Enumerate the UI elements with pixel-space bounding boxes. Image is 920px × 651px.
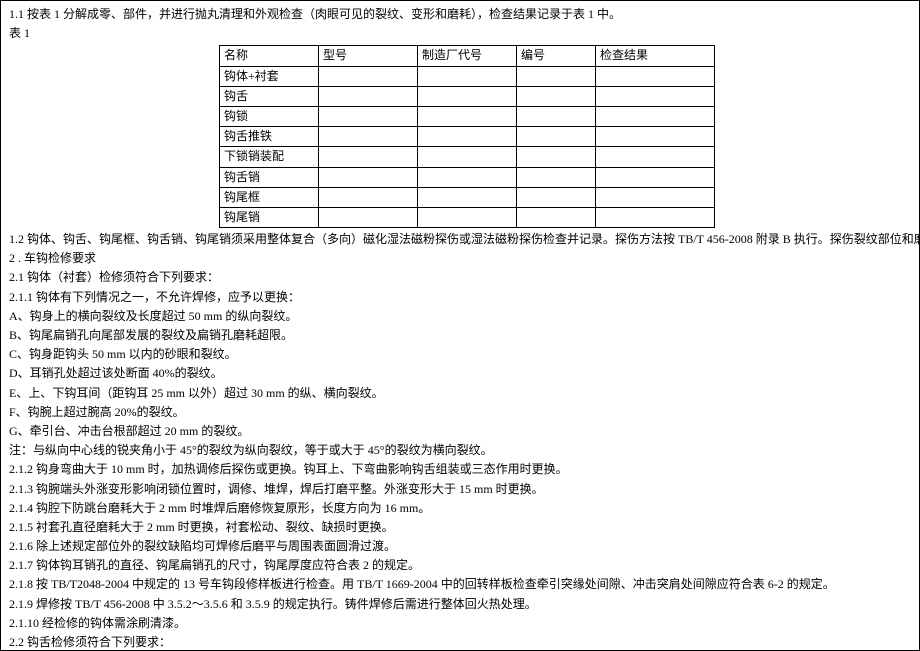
- cell: [418, 106, 517, 126]
- cell: [418, 207, 517, 227]
- cell: [596, 66, 715, 86]
- cell: [319, 147, 418, 167]
- p-2-1-9: 2.1.9 焊修按 TB/T 456-2008 中 3.5.2～3.5.6 和 …: [9, 595, 911, 614]
- cell: [517, 207, 596, 227]
- cell: [319, 167, 418, 187]
- th-res: 检查结果: [596, 46, 715, 66]
- cell-name: 钩舌销: [220, 167, 319, 187]
- cell: [418, 187, 517, 207]
- note: 注：与纵向中心线的锐夹角小于 45°的裂纹为纵向裂纹，等于或大于 45°的裂纹为…: [9, 441, 911, 460]
- table-label: 表 1: [9, 24, 911, 43]
- cell: [517, 167, 596, 187]
- li-f: F、钩腕上超过腕高 20%的裂纹。: [9, 403, 911, 422]
- cell: [596, 86, 715, 106]
- cell: [319, 127, 418, 147]
- cell-name: 钩体+衬套: [220, 66, 319, 86]
- para-2-1: 2.1 钩体（衬套）检修须符合下列要求：: [9, 268, 911, 287]
- li-d: D、耳销孔处超过该处断面 40%的裂纹。: [9, 364, 911, 383]
- cell-name: 钩锁: [220, 106, 319, 126]
- table-row: 钩舌推铁: [220, 127, 715, 147]
- li-e: E、上、下钩耳间（距钩耳 25 mm 以外）超过 30 mm 的纵、横向裂纹。: [9, 384, 911, 403]
- p-2-1-4: 2.1.4 钩腔下防跳台磨耗大于 2 mm 时堆焊后磨修恢复原形，长度方向为 1…: [9, 499, 911, 518]
- cell: [418, 127, 517, 147]
- li-b: B、钩尾扁销孔向尾部发展的裂纹及扁销孔磨耗超限。: [9, 326, 911, 345]
- th-name: 名称: [220, 46, 319, 66]
- cell: [517, 187, 596, 207]
- parts-table: 名称 型号 制造厂代号 编号 检查结果 钩体+衬套 钩舌 钩锁 钩舌推铁 下锁销…: [219, 45, 715, 228]
- p-2-1-3: 2.1.3 钩腕端头外涨变形影响闭锁位置时，调修、堆焊，焊后打磨平整。外涨变形大…: [9, 480, 911, 499]
- p-2-2: 2.2 钩舌检修须符合下列要求：: [9, 633, 911, 651]
- p-2-1-8: 2.1.8 按 TB/T2048-2004 中规定的 13 号车钩段修样板进行检…: [9, 575, 911, 594]
- p-2-1-5: 2.1.5 衬套孔直径磨耗大于 2 mm 时更换，衬套松动、裂纹、缺损时更换。: [9, 518, 911, 537]
- cell: [517, 66, 596, 86]
- cell: [319, 66, 418, 86]
- cell-name: 钩舌推铁: [220, 127, 319, 147]
- cell-name: 下锁销装配: [220, 147, 319, 167]
- intro-line: 1.1 按表 1 分解成零、部件，并进行抛丸清理和外观检查（肉眼可见的裂纹、变形…: [9, 5, 911, 24]
- cell: [596, 147, 715, 167]
- th-no: 编号: [517, 46, 596, 66]
- li-c: C、钩身距钩头 50 mm 以内的砂眼和裂纹。: [9, 345, 911, 364]
- cell: [517, 86, 596, 106]
- cell: [319, 187, 418, 207]
- cell: [319, 86, 418, 106]
- th-model: 型号: [319, 46, 418, 66]
- cell: [418, 167, 517, 187]
- p-2-1-2: 2.1.2 钩身弯曲大于 10 mm 时，加热调修后探伤或更换。钩耳上、下弯曲影…: [9, 460, 911, 479]
- cell: [517, 127, 596, 147]
- th-mfr: 制造厂代号: [418, 46, 517, 66]
- cell: [319, 207, 418, 227]
- p-2-1-7: 2.1.7 钩体钩耳销孔的直径、钩尾扁销孔的尺寸，钩尾厚度应符合表 2 的规定。: [9, 556, 911, 575]
- cell: [517, 147, 596, 167]
- cell: [418, 86, 517, 106]
- table-row: 钩尾框: [220, 187, 715, 207]
- table-header-row: 名称 型号 制造厂代号 编号 检查结果: [220, 46, 715, 66]
- para-1-2: 1.2 钩体、钩舌、钩尾框、钩舌销、钩尾销须采用整体复合（多向）磁化湿法磁粉探伤…: [9, 230, 911, 249]
- p-2-1-10: 2.1.10 经检修的钩体需涂刷清漆。: [9, 614, 911, 633]
- cell-name: 钩尾框: [220, 187, 319, 207]
- li-g: G、牵引台、冲击台根部超过 20 mm 的裂纹。: [9, 422, 911, 441]
- cell: [418, 147, 517, 167]
- para-2-1-1: 2.1.1 钩体有下列情况之一，不允许焊修，应予以更换：: [9, 288, 911, 307]
- cell: [596, 187, 715, 207]
- cell: [596, 167, 715, 187]
- document-page: 1.1 按表 1 分解成零、部件，并进行抛丸清理和外观检查（肉眼可见的裂纹、变形…: [0, 0, 920, 651]
- table-row: 钩舌: [220, 86, 715, 106]
- cell: [596, 207, 715, 227]
- para-2: 2 . 车钩检修要求: [9, 249, 911, 268]
- p-2-1-6: 2.1.6 除上述规定部位外的裂纹缺陷均可焊修后磨平与周围表面圆滑过渡。: [9, 537, 911, 556]
- cell: [418, 66, 517, 86]
- table-row: 钩舌销: [220, 167, 715, 187]
- table-row: 钩尾销: [220, 207, 715, 227]
- cell-name: 钩尾销: [220, 207, 319, 227]
- table-row: 钩体+衬套: [220, 66, 715, 86]
- table-row: 下锁销装配: [220, 147, 715, 167]
- cell: [319, 106, 418, 126]
- cell: [517, 106, 596, 126]
- li-a: A、钩身上的横向裂纹及长度超过 50 mm 的纵向裂纹。: [9, 307, 911, 326]
- cell-name: 钩舌: [220, 86, 319, 106]
- table-row: 钩锁: [220, 106, 715, 126]
- cell: [596, 127, 715, 147]
- cell: [596, 106, 715, 126]
